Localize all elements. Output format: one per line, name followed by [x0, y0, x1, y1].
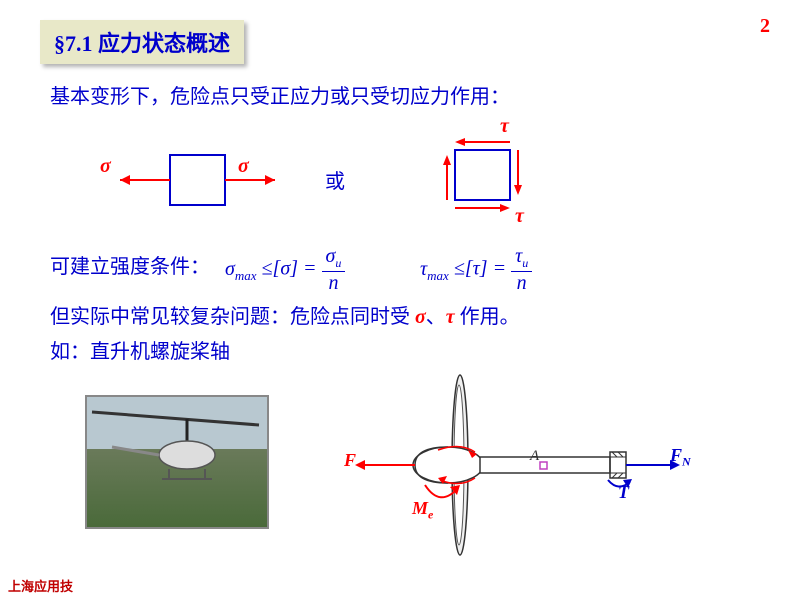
sigma-inline: σ — [415, 306, 426, 328]
eq2: = — [493, 258, 507, 280]
shaft-diagram: F FN Me T A — [340, 370, 700, 560]
tau-bottom-label: τ — [515, 205, 524, 228]
point-A-label: A — [530, 448, 539, 465]
section-number: §7.1 — [54, 31, 93, 56]
tau-inline: τ — [446, 306, 455, 328]
section-title: §7.1 应力状态概述 — [40, 20, 244, 64]
line-3: 但实际中常见较复杂问题：危险点同时受 σ、τ 作用。 — [50, 300, 520, 329]
moment-Me-label: Me — [412, 498, 433, 523]
sigma-fraction: σu n — [322, 245, 346, 295]
tau-top-label: τ — [500, 115, 509, 138]
sigma-max-sym: σmax — [225, 258, 257, 280]
helicopter-photo — [85, 395, 269, 529]
sigma-right-label: σ — [238, 155, 249, 178]
tau-max-sym: τmax — [420, 258, 449, 280]
sigma-left-label: σ — [100, 155, 111, 178]
leq1: ≤ — [262, 258, 273, 280]
tau-fraction: τu n — [511, 245, 532, 295]
torque-T-label: T — [618, 482, 629, 503]
leq2: ≤ — [454, 258, 465, 280]
page-number: 2 — [760, 15, 770, 38]
footer-text: 上海应用技 — [8, 576, 73, 595]
line-4: 如：直升机螺旋桨轴 — [50, 335, 230, 364]
line-1: 基本变形下，危险点只受正应力或只受切应力作用： — [50, 80, 510, 109]
force-FN-label: FN — [670, 445, 691, 470]
force-F-label: F — [344, 450, 356, 471]
tau-element-diagram: τ τ — [400, 115, 600, 235]
eq1: = — [303, 258, 317, 280]
section-heading: 应力状态概述 — [98, 31, 230, 56]
line-2-prefix: 可建立强度条件： — [50, 250, 210, 279]
connector-text: 或 — [325, 165, 345, 194]
tau-formula: τmax ≤[τ] = τu n — [420, 245, 532, 295]
sigma-formula: σmax ≤[σ] = σu n — [225, 245, 345, 295]
sigma-element-diagram: σ σ — [100, 140, 300, 220]
